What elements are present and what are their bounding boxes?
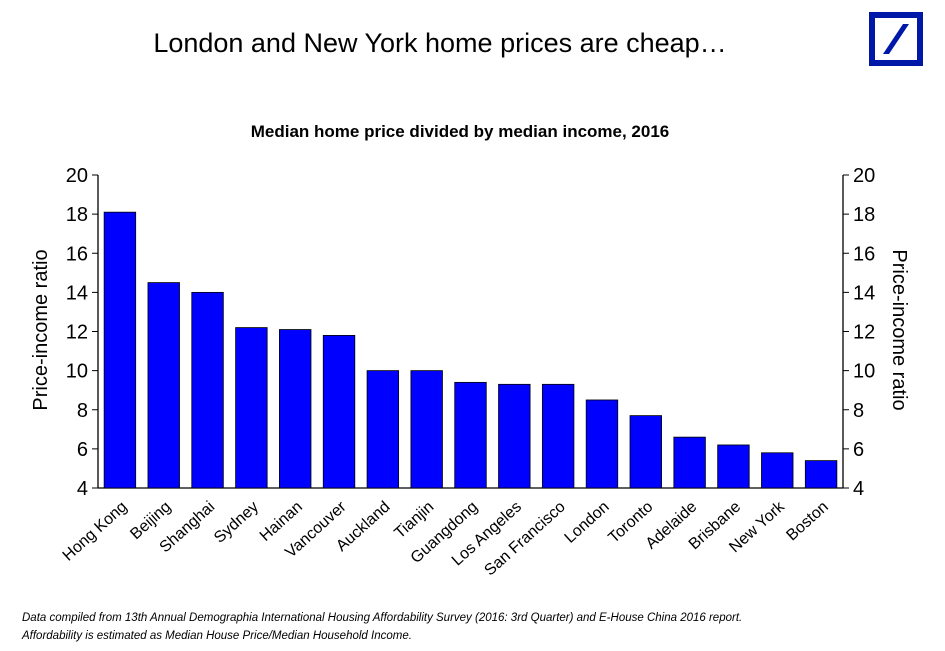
y-tick-label-left: 10 (66, 361, 88, 383)
y-tick-label-right: 14 (853, 282, 875, 304)
y-tick-label-right: 20 (853, 165, 875, 187)
y-tick-label-right: 18 (853, 204, 875, 226)
y-tick-label-left: 4 (77, 478, 88, 500)
x-tick-labels: Hong KongBeijingShanghaiSydneyHainanVanc… (60, 498, 832, 580)
bar-chart: Median home price divided by median inco… (30, 122, 910, 580)
y-tick-label-left: 6 (77, 439, 88, 461)
bar-hong-kong (103, 211, 137, 489)
x-tick-label: San Francisco (481, 498, 568, 579)
x-tick-label: Sydney (211, 498, 262, 546)
x-tick-label: Boston (783, 498, 831, 544)
bar-hainan (279, 329, 312, 489)
y-tick-label-right: 16 (853, 243, 875, 265)
y-tick-label-left: 20 (66, 165, 88, 187)
y-tick-label-right: 12 (853, 322, 875, 344)
bar-brisbane (717, 444, 750, 489)
bar-london (585, 399, 619, 489)
y-tick-label-left: 18 (66, 204, 88, 226)
footnote-source: Data compiled from 13th Annual Demograph… (22, 612, 743, 624)
y-axis-left: 4 6 8 10 12 14 16 18 20 (66, 165, 99, 500)
deutsche-bank-logo-icon (869, 12, 923, 66)
bar-beijing (147, 282, 180, 489)
y-tick-label-right: 6 (853, 439, 864, 461)
y-tick-label-left: 12 (66, 322, 88, 344)
bar-guangdong (454, 381, 487, 489)
y-axis-label-right: Price-income ratio (888, 249, 910, 410)
y-tick-label-right: 8 (853, 400, 864, 422)
y-axis-label-left: Price-income ratio (30, 249, 52, 410)
chart-title: Median home price divided by median inco… (251, 122, 670, 141)
bar-adelaide (673, 436, 706, 489)
bar-toronto (629, 415, 662, 489)
bar-los-angeles (498, 383, 531, 489)
y-tick-label-left: 16 (66, 243, 88, 265)
bar-auckland (366, 370, 400, 489)
y-tick-label-left: 8 (77, 400, 88, 422)
y-tick-label-right: 4 (853, 478, 864, 500)
bar-tianjin (410, 370, 443, 489)
bar-sydney (235, 327, 268, 489)
bar-shanghai (191, 291, 224, 489)
headline: London and New York home prices are chea… (153, 28, 727, 58)
y-tick-label-right: 10 (853, 361, 875, 383)
bars (98, 211, 843, 489)
bar-vancouver (322, 335, 356, 489)
y-tick-label-left: 14 (66, 282, 88, 304)
bar-new-york (761, 452, 794, 489)
y-axis-right: 4 6 8 10 12 14 16 18 20 (842, 165, 875, 500)
bar-san-francisco (541, 383, 575, 489)
bar-boston (804, 460, 838, 489)
x-tick-label: Hong Kong (60, 498, 131, 564)
footnote-definition: Affordability is estimated as Median Hou… (22, 630, 412, 642)
x-tick-label: London (562, 498, 613, 546)
